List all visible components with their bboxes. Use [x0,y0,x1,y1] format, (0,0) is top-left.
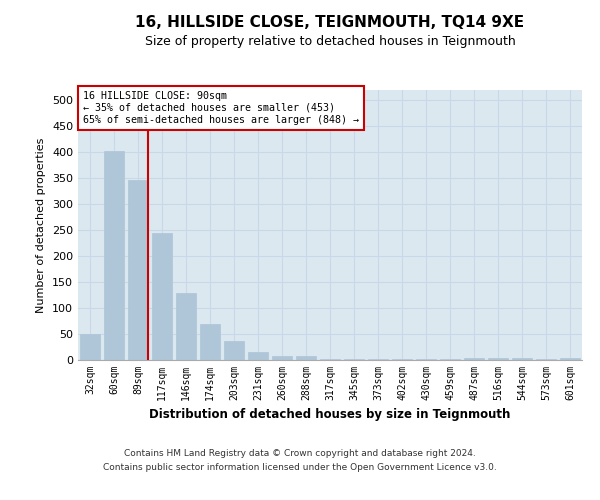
Y-axis label: Number of detached properties: Number of detached properties [37,138,46,312]
X-axis label: Distribution of detached houses by size in Teignmouth: Distribution of detached houses by size … [149,408,511,422]
Bar [368,359,388,360]
Bar [560,358,580,360]
Bar [488,358,508,360]
Bar [464,358,484,360]
Bar [344,359,364,360]
Bar [128,180,148,360]
Bar [200,324,220,360]
Bar [224,342,244,360]
Text: 16, HILLSIDE CLOSE, TEIGNMOUTH, TQ14 9XE: 16, HILLSIDE CLOSE, TEIGNMOUTH, TQ14 9XE [136,15,524,30]
Bar [392,359,412,360]
Bar [176,292,196,360]
Bar [272,356,292,360]
Bar [536,359,556,360]
Text: Size of property relative to detached houses in Teignmouth: Size of property relative to detached ho… [145,35,515,48]
Text: Contains public sector information licensed under the Open Government Licence v3: Contains public sector information licen… [103,464,497,472]
Bar [416,359,436,360]
Bar [248,352,268,360]
Bar [296,356,316,360]
Bar [104,151,124,360]
Text: Contains HM Land Registry data © Crown copyright and database right 2024.: Contains HM Land Registry data © Crown c… [124,448,476,458]
Bar [320,359,340,360]
Bar [512,358,532,360]
Bar [440,359,460,360]
Bar [80,334,100,360]
Bar [152,233,172,360]
Text: 16 HILLSIDE CLOSE: 90sqm
← 35% of detached houses are smaller (453)
65% of semi-: 16 HILLSIDE CLOSE: 90sqm ← 35% of detach… [83,92,359,124]
